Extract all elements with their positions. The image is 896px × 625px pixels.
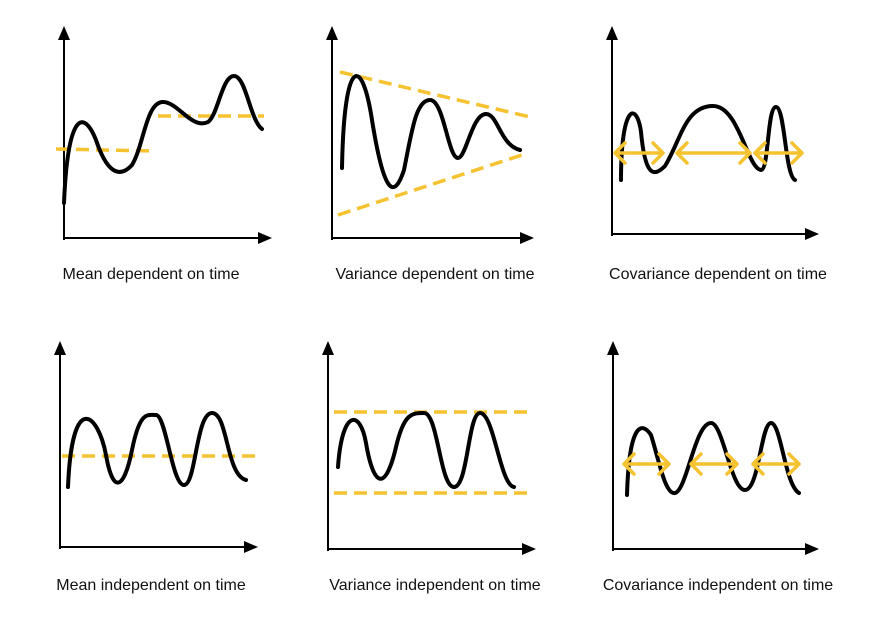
time-series-curve (62, 73, 264, 205)
time-series-curve (336, 410, 516, 490)
panel-mean-dependent: Mean dependent on time (6, 10, 296, 310)
caption-covariance-dependent: Covariance dependent on time (609, 266, 827, 283)
time-series-curve (340, 74, 522, 190)
y-axis-arrowhead (54, 341, 66, 355)
y-axis-arrowhead (322, 341, 334, 355)
covariance-independent-diagram (607, 341, 819, 555)
time-series-curve (619, 103, 797, 182)
x-axis-arrowhead (520, 232, 534, 244)
y-axis-arrowhead (58, 26, 70, 40)
time-series-curve (66, 410, 248, 489)
upper-envelope-line (339, 70, 531, 119)
covariance-arrow-2 (675, 141, 752, 165)
x-axis-arrowhead (522, 543, 536, 555)
x-axis-arrowhead (805, 543, 819, 555)
axes (59, 347, 252, 549)
axes (63, 32, 266, 240)
time-series-curve (625, 420, 801, 497)
covariance-arrow-1 (613, 141, 665, 165)
variance-dependent-diagram (326, 26, 534, 244)
covariance-arrow-3 (751, 452, 801, 476)
panel-mean-independent: Mean independent on time (6, 325, 296, 625)
panel-covariance-independent: Covariance independent on time (573, 325, 863, 625)
x-axis-arrowhead (805, 228, 819, 240)
y-axis-arrowhead (607, 341, 619, 355)
y-axis-arrowhead (606, 26, 618, 40)
caption-variance-dependent: Variance dependent on time (335, 266, 535, 283)
y-axis-arrowhead (326, 26, 338, 40)
panel-covariance-dependent: Covariance dependent on time (573, 10, 863, 310)
covariance-arrow-2 (689, 452, 739, 476)
caption-covariance-independent: Covariance independent on time (602, 577, 834, 594)
axes (331, 32, 528, 240)
covariance-arrow-3 (753, 141, 804, 165)
panel-variance-independent: Variance independent on time (290, 325, 580, 625)
axes (611, 32, 813, 236)
axes (327, 347, 530, 551)
lower-envelope-line (337, 151, 529, 217)
covariance-dependent-diagram (606, 26, 819, 240)
covariance-arrow-1 (622, 452, 671, 476)
caption-mean-independent: Mean independent on time (56, 577, 246, 594)
mean-dependent-diagram (55, 26, 272, 244)
axes (612, 347, 813, 551)
mean-independent-diagram (54, 341, 258, 553)
caption-variance-independent: Variance independent on time (329, 577, 541, 594)
panel-variance-dependent: Variance dependent on time (290, 10, 580, 310)
x-axis-arrowhead (244, 541, 258, 553)
caption-mean-dependent: Mean dependent on time (62, 266, 240, 283)
variance-independent-diagram (322, 341, 536, 555)
x-axis-arrowhead (258, 232, 272, 244)
